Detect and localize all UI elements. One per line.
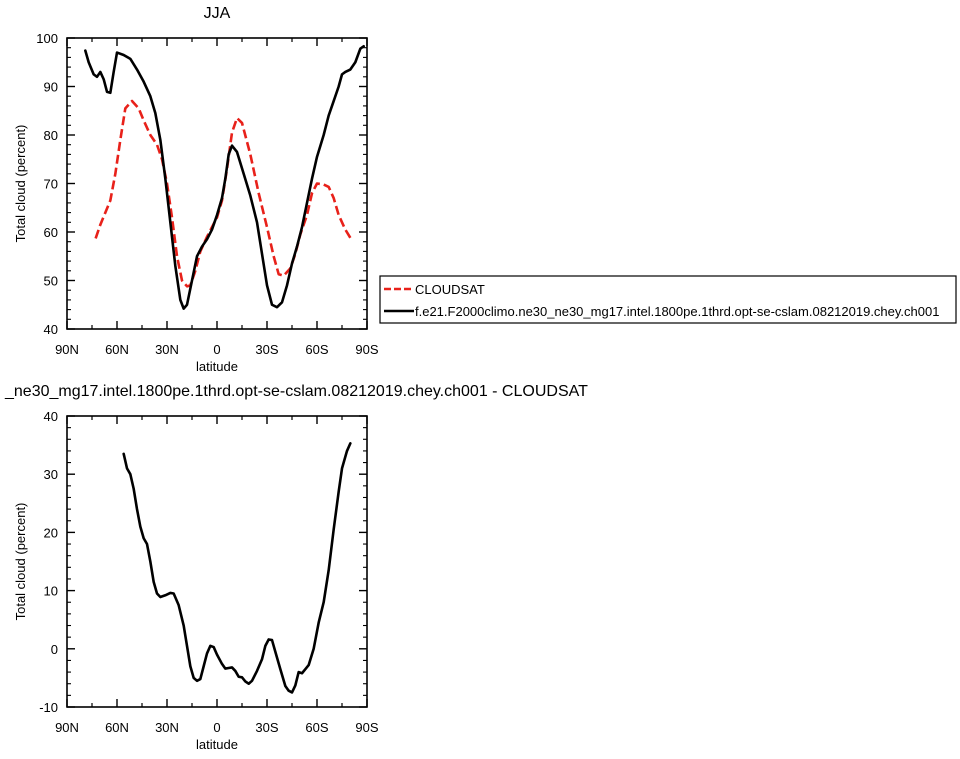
x-tick-label: 30N — [155, 342, 179, 357]
legend-entry: CLOUDSAT — [415, 282, 485, 297]
y-tick-label: 40 — [44, 409, 58, 424]
x-tick-label: 60N — [105, 720, 129, 735]
y-tick-label: 10 — [44, 584, 58, 599]
x-tick-label: 30S — [255, 342, 278, 357]
x-tick-label: 0 — [213, 720, 220, 735]
x-tick-label: 60N — [105, 342, 129, 357]
y-tick-label: 50 — [44, 274, 58, 289]
x-tick-label: 90S — [355, 720, 378, 735]
series-line-0 — [122, 442, 352, 694]
y-tick-label: 30 — [44, 467, 58, 482]
y-tick-label: 20 — [44, 525, 58, 540]
x-tick-label: 60S — [305, 342, 328, 357]
y-tick-label: -10 — [39, 700, 58, 715]
top-panel-jja: JJA 90N 60N 30N 0 30S 60S 90S 40 50 60 70 80 90 100 lat… — [13, 5, 379, 374]
x-tick-label: 0 — [213, 342, 220, 357]
y-tick-label: 70 — [44, 177, 58, 192]
y-tick-label: 0 — [51, 642, 58, 657]
y-tick-label: 80 — [44, 128, 58, 143]
legend-entry: f.e21.F2000climo.ne30_ne30_mg17.intel.18… — [415, 304, 939, 319]
x-tick-label: 90N — [55, 720, 79, 735]
x-tick-label: 30N — [155, 720, 179, 735]
series-line-1 — [84, 44, 365, 310]
legend-box — [379, 275, 957, 324]
bottom-panel-difference: _ne30_mg17.intel.1800pe.1thrd.opt-se-csl… — [4, 383, 588, 752]
chart-title: _ne30_mg17.intel.1800pe.1thrd.opt-se-csl… — [4, 383, 588, 400]
x-tick-label: 60S — [305, 720, 328, 735]
y-tick-label: 90 — [44, 80, 58, 95]
x-axis-label: latitude — [196, 359, 238, 374]
y-tick-label: 40 — [44, 322, 58, 337]
y-tick-label: 60 — [44, 225, 58, 240]
y-tick-label: 100 — [36, 31, 58, 46]
plot-frame — [66, 415, 368, 708]
x-tick-label: 90S — [355, 342, 378, 357]
x-tick-label: 90N — [55, 342, 79, 357]
chart-title: JJA — [204, 5, 231, 22]
x-tick-label: 30S — [255, 720, 278, 735]
y-axis-label: Total cloud (percent) — [13, 503, 28, 621]
y-axis-label: Total cloud (percent) — [13, 125, 28, 243]
legend: CLOUDSAT f.e21.F2000climo.ne30_ne30_mg17.… — [379, 275, 957, 324]
x-axis-label: latitude — [196, 737, 238, 752]
